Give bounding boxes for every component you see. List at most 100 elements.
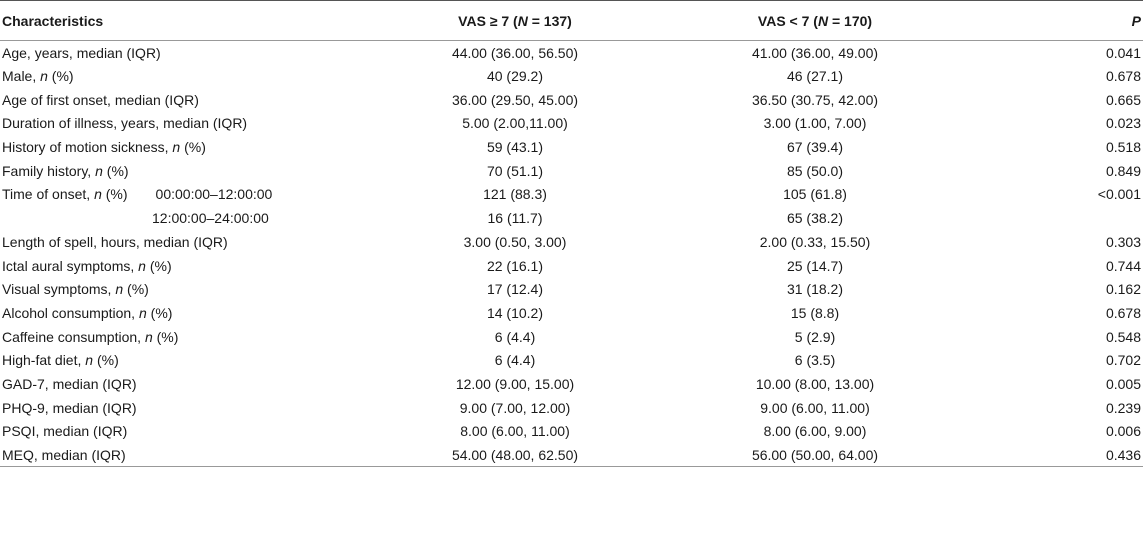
row-p-value: 0.303 (1105, 233, 1141, 250)
row-p-value (980, 206, 1143, 230)
row-p-value: 0.678 (1105, 68, 1141, 85)
row-vas-high-value: 9.00 (7.00, 12.00) (459, 399, 571, 416)
row-label-text: History of motion sickness, (2, 139, 173, 156)
table-row: High-fat diet, n (%) 6 (4.4) 6 (3.5) 0.702 (0, 348, 1143, 372)
row-vas-high-value: 16 (11.7) (487, 210, 543, 227)
table-row: Visual symptoms, n (%) 17 (12.4) 31 (18.2)… (0, 277, 1143, 301)
row-label-unit: (%) (145, 257, 172, 274)
table-row: PSQI, median (IQR) 8.00 (6.00, 11.00) 8.00… (0, 420, 1143, 444)
row-p-value: <0.001 (1097, 186, 1141, 203)
row-vas-high-value: 17 (12.4) (486, 281, 544, 298)
table-row: Time of onset, n (%) 00:00:00–12:00:00 121… (0, 183, 1143, 207)
row-sublabel: 00:00:00–12:00:00 (155, 186, 273, 203)
row-p-value: 0.162 (1105, 281, 1141, 298)
row-p-value: 0.041 (1105, 44, 1141, 61)
row-label-unit: (%) (102, 162, 129, 179)
row-label-text: High-fat diet, (2, 352, 86, 369)
row-vas-high-value: 6 (4.4) (494, 352, 536, 369)
table-row: Length of spell, hours, median (IQR) 3.00… (0, 230, 1143, 254)
row-label-unit: (%) (152, 328, 179, 345)
row-vas-high-value: 3.00 (0.50, 3.00) (463, 233, 567, 250)
row-vas-low-value: 67 (39.4) (786, 139, 844, 156)
header-vas-low: VAS < 7 (N = 170) (650, 1, 980, 41)
row-vas-high-value: 6 (4.4) (494, 328, 536, 345)
row-label-n: n (144, 328, 153, 345)
row-label-unit: (%) (101, 186, 128, 203)
row-characteristic: History of motion sickness, n (%) (0, 135, 380, 159)
header-vas-high: VAS ≥ 7 (N = 137) (380, 1, 650, 41)
row-p-value: 0.006 (1105, 423, 1141, 440)
table-body: Age, years, median (IQR) 44.00 (36.00, 56… (0, 41, 1143, 467)
row-characteristic: Family history, n (%) (0, 159, 380, 183)
table-row: Duration of illness, years, median (IQR)… (0, 112, 1143, 136)
row-p-value: 0.744 (1105, 257, 1141, 274)
row-vas-low-value: 9.00 (6.00, 11.00) (760, 399, 870, 416)
row-characteristic: High-fat diet, n (%) (0, 348, 380, 372)
row-vas-high-value: 12.00 (9.00, 15.00) (455, 375, 575, 392)
row-p-value: 0.678 (1105, 304, 1141, 321)
row-p-value: 0.665 (1105, 91, 1141, 108)
row-label: Duration of illness, years, median (IQR) (2, 115, 248, 132)
header-vas-high-prefix: VAS ≥ 7 ( (458, 12, 518, 29)
row-label: Age of first onset, median (IQR) (2, 91, 199, 108)
row-vas-low-value: 2.00 (0.33, 15.50) (759, 233, 871, 250)
row-characteristic: PSQI, median (IQR) (0, 420, 380, 444)
row-characteristic: Time of onset, n (%) 00:00:00–12:00:00 (0, 183, 380, 207)
row-label: MEQ, median (IQR) (2, 446, 126, 463)
row-characteristic: Duration of illness, years, median (IQR) (0, 112, 380, 136)
row-label-n: n (40, 68, 48, 85)
row-characteristic: Age of first onset, median (IQR) (0, 88, 380, 112)
row-vas-high-value: 59 (43.1) (486, 139, 544, 156)
row-label-unit: (%) (47, 68, 74, 85)
row-vas-high-value: 8.00 (6.00, 11.00) (460, 423, 570, 440)
row-label-n: n (94, 186, 102, 203)
row-vas-high-value: 54.00 (48.00, 62.50) (451, 446, 579, 463)
row-label: Age, years, median (IQR) (2, 44, 161, 61)
row-label: PHQ-9, median (IQR) (2, 399, 137, 416)
row-vas-low-value: 31 (18.2) (786, 281, 844, 298)
row-vas-high-value: 5.00 (2.00,11.00) (462, 115, 568, 132)
row-label-unit: (%) (123, 281, 149, 298)
header-vas-low-suffix: = 170) (828, 12, 873, 29)
header-row: Characteristics VAS ≥ 7 (N = 137) VAS < … (0, 0, 1143, 41)
row-vas-high-value: 22 (16.1) (486, 257, 544, 274)
table-row: Caffeine consumption, n (%) 6 (4.4) 5 (2.9… (0, 325, 1143, 349)
row-label-text: Visual symptoms, (2, 281, 116, 298)
row-label: Length of spell, hours, median (IQR) (2, 233, 228, 250)
row-characteristic: Ictal aural symptoms, n (%) (0, 254, 380, 278)
row-vas-high-value: 121 (88.3) (483, 186, 547, 203)
table-row: Ictal aural symptoms, n (%) 22 (16.1) 25 (… (0, 254, 1143, 278)
row-characteristic: Caffeine consumption, n (%) (0, 325, 380, 349)
row-vas-low-value: 36.50 (30.75, 42.00) (751, 91, 879, 108)
row-vas-low-value: 25 (14.7) (786, 257, 844, 274)
row-characteristic: Visual symptoms, n (%) (0, 277, 380, 301)
row-p-value: 0.005 (1105, 375, 1141, 392)
table-row: Age of first onset, median (IQR) 36.00 (2… (0, 88, 1143, 112)
row-p-value: 0.702 (1105, 352, 1141, 369)
row-label: PSQI, median (IQR) (2, 423, 128, 440)
row-p-value: 0.518 (1105, 139, 1141, 156)
row-label-text: Family history, (2, 162, 96, 179)
row-label-text: Time of onset, (2, 186, 95, 203)
row-label-text: Male, (2, 68, 41, 85)
row-vas-low-value: 8.00 (6.00, 9.00) (763, 423, 867, 440)
row-vas-low-value: 85 (50.0) (786, 162, 844, 179)
row-characteristic: Age, years, median (IQR) (0, 41, 380, 65)
table-row: MEQ, median (IQR) 54.00 (48.00, 62.50) 56.… (0, 443, 1143, 467)
row-vas-low-value: 3.00 (1.00, 7.00) (763, 115, 867, 132)
row-p-value: 0.023 (1105, 115, 1141, 132)
row-characteristic: 12:00:00–24:00:00 (0, 206, 380, 230)
row-label: GAD-7, median (IQR) (2, 375, 137, 392)
header-p-value: P (1131, 12, 1141, 29)
row-label-n: n (115, 281, 124, 298)
table-row: Age, years, median (IQR) 44.00 (36.00, 56… (0, 41, 1143, 65)
row-label-n: n (172, 139, 181, 156)
row-vas-high-value: 14 (10.2) (486, 304, 544, 321)
row-vas-low-value: 5 (2.9) (794, 328, 836, 345)
row-label-text: Caffeine consumption, (2, 328, 145, 345)
table-row: 12:00:00–24:00:00 16 (11.7) 65 (38.2) (0, 206, 1143, 230)
header-vas-low-prefix: VAS < 7 ( (757, 12, 818, 29)
row-characteristic: Length of spell, hours, median (IQR) (0, 230, 380, 254)
row-vas-high-value: 44.00 (36.00, 56.50) (451, 44, 579, 61)
row-vas-low-value: 10.00 (8.00, 13.00) (755, 375, 875, 392)
